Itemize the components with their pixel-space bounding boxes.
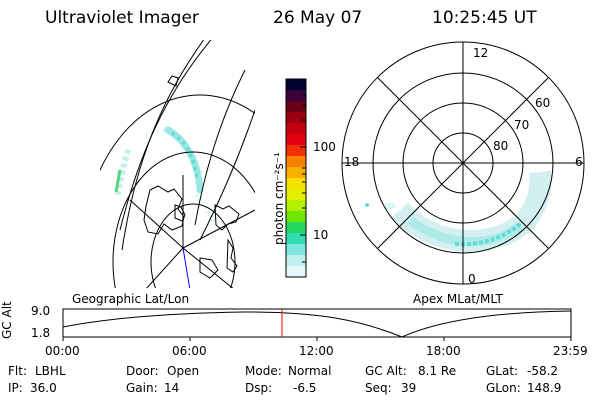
colorbar-band — [286, 145, 306, 157]
status-glat-value: -58.2 — [527, 364, 559, 378]
status-seq-value: 39 — [401, 381, 417, 395]
status-ip-value: 36.0 — [30, 381, 57, 395]
status-ip-label: IP: — [8, 381, 23, 395]
timeline-xtick-1800: 18:00 — [426, 344, 461, 358]
colorbar-tick-100: 100 — [313, 140, 336, 154]
apex-panel-label: Apex MLat/MLT — [413, 292, 503, 306]
timeline-xtick-0000: 00:00 — [45, 344, 80, 358]
geographic-panel-label: Geographic Lat/Lon — [72, 292, 190, 306]
geographic-map — [100, 40, 255, 288]
colorbar-band — [286, 90, 306, 102]
mlt-label-12: 12 — [473, 46, 489, 60]
colorbar-band — [286, 79, 306, 91]
status-mode-label: Mode: — [245, 364, 282, 378]
colorbar-band — [286, 244, 306, 256]
gc-altitude-curve — [62, 310, 572, 338]
colorbar-band — [286, 200, 306, 212]
aurora-emission-apex — [365, 170, 552, 252]
timeline-frame — [62, 308, 572, 338]
colorbar-tick-10: 10 — [313, 228, 329, 242]
timeline-xtick-2359: 23:59 — [553, 344, 588, 358]
colorbar-band — [286, 112, 306, 124]
mlt-label-18: 18 — [344, 155, 360, 169]
colorbar-band — [286, 101, 306, 113]
mlt-line-diag-2 — [377, 77, 549, 249]
colorbar-band — [286, 233, 306, 245]
timeline-ytick-9: 9.0 — [31, 304, 51, 318]
mlat-label-80: 80 — [493, 139, 509, 153]
timeline-ticks — [62, 337, 572, 341]
colorbar-band — [286, 167, 306, 179]
colorbar-unit-label: photon cm⁻²s⁻¹ — [272, 152, 286, 245]
mlat-label-60: 60 — [535, 96, 551, 110]
status-seq-label: Seq: — [365, 381, 392, 395]
colorbar — [286, 79, 306, 278]
status-gcalt-value: 8.1 Re — [418, 364, 457, 378]
colorbar-band — [286, 222, 306, 234]
status-gain-label: Gain: — [126, 381, 158, 395]
satellite-track — [182, 247, 191, 288]
colorbar-band — [286, 266, 306, 278]
geo-grid — [100, 40, 255, 288]
mlt-label-6: 6 — [575, 155, 583, 169]
status-dsp-label: Dsp: — [245, 381, 273, 395]
status-glon-value: 148.9 — [527, 381, 562, 395]
timeline-ytick-1-8: 1.8 — [31, 326, 51, 340]
status-glat-label: GLat: — [486, 364, 519, 378]
instrument-title: Ultraviolet Imager — [45, 8, 199, 28]
aurora-emission-geo — [114, 126, 216, 226]
status-dsp-value: -6.5 — [293, 381, 317, 395]
mlt-label-0: 0 — [468, 272, 476, 286]
timeline-plot — [62, 308, 572, 341]
colorbar-band — [286, 134, 306, 146]
time-label: 10:25:45 UT — [432, 8, 537, 28]
status-gain-value: 14 — [164, 381, 180, 395]
status-gcalt-label: GC Alt: — [365, 364, 407, 378]
status-mode-value: Normal — [288, 364, 332, 378]
apex-polar-plot — [341, 41, 585, 285]
coastline — [143, 75, 240, 279]
colorbar-ticks — [300, 86, 306, 263]
timeline-ylabel: GC Alt — [0, 301, 14, 339]
date-label: 26 May 07 — [273, 8, 363, 28]
colorbar-band — [286, 123, 306, 135]
colorbar-band — [286, 178, 306, 190]
timeline-xtick-1200: 12:00 — [299, 344, 334, 358]
colorbar-band — [286, 211, 306, 223]
status-flt-value: LBHL — [35, 364, 66, 378]
colorbar-band — [286, 255, 306, 267]
status-door-label: Door: — [126, 364, 159, 378]
status-glon-label: GLon: — [486, 381, 521, 395]
mlat-label-70: 70 — [514, 118, 530, 132]
status-flt-label: Flt: — [8, 364, 27, 378]
timeline-xtick-0600: 06:00 — [172, 344, 207, 358]
colorbar-band — [286, 156, 306, 168]
colorbar-band — [286, 189, 306, 201]
status-door-value: Open — [167, 364, 200, 378]
colorbar-frame — [285, 78, 307, 278]
